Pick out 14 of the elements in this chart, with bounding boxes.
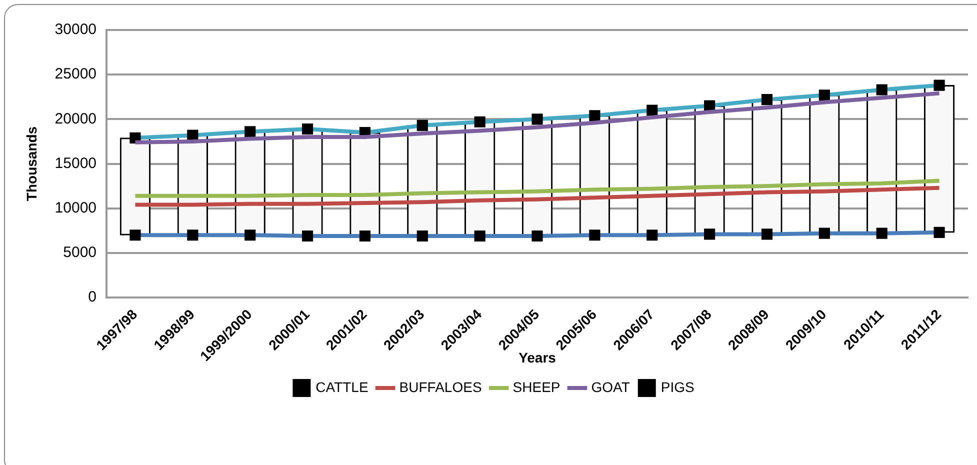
y-axis-title: Thousands xyxy=(23,126,40,202)
y-tick-label: 15000 xyxy=(54,154,97,172)
y-tick-label: 20000 xyxy=(54,110,97,128)
y-tick-label: 30000 xyxy=(54,21,97,38)
legend-label: CATTLE xyxy=(316,378,368,395)
y-tick-label: 25000 xyxy=(54,66,97,83)
legend-label: GOAT xyxy=(591,378,630,395)
y-tick-label: 0 xyxy=(88,288,97,306)
legend-label: PIGS xyxy=(660,378,694,395)
legend-label: BUFFALOES xyxy=(399,378,482,395)
x-axis-title: Years xyxy=(518,349,556,366)
y-tick-label: 10000 xyxy=(54,199,97,216)
y-tick-label: 5000 xyxy=(63,244,97,262)
legend-label: SHEEP xyxy=(512,378,560,395)
